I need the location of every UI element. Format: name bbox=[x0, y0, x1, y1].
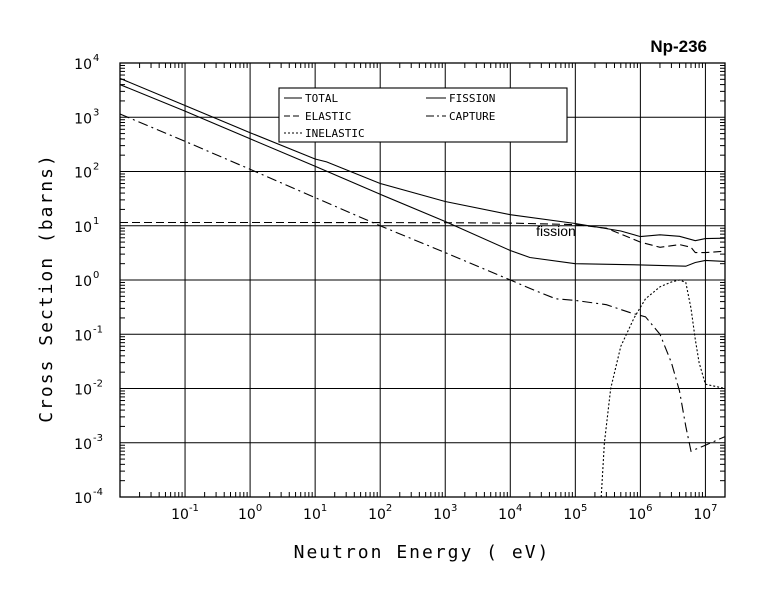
x-tick-label: 100 bbox=[238, 503, 262, 523]
y-tick-exponent: -2 bbox=[93, 379, 103, 390]
y-tick-label: 10 bbox=[74, 274, 92, 290]
series-fission-line bbox=[119, 84, 726, 267]
series-inelastic-line bbox=[600, 279, 726, 498]
x-tick-label: 103 bbox=[433, 503, 457, 523]
y-tick-label: 10 bbox=[74, 57, 92, 73]
x-tick-label: 101 bbox=[303, 503, 327, 523]
y-tick-label: 10 bbox=[74, 383, 92, 399]
ticks-layer: 10-1 100 101 102 103 104 105 106 10710-410-310-2… bbox=[74, 53, 725, 523]
y-tick-exponent: 1 bbox=[93, 216, 99, 227]
x-tick-label: 10-1 bbox=[171, 503, 199, 523]
fission-annotation: fission bbox=[536, 223, 576, 239]
x-tick-label: 104 bbox=[498, 503, 522, 523]
y-tick-label: 10 bbox=[74, 111, 92, 127]
legend: TOTAL ELASTIC INELASTIC FISSION CAPTURE bbox=[278, 87, 568, 143]
legend-label-inelastic: INELASTIC bbox=[305, 127, 365, 140]
legend-label-elastic: ELASTIC bbox=[305, 110, 351, 123]
series-total-line bbox=[119, 77, 726, 242]
y-tick-exponent: 4 bbox=[93, 53, 99, 64]
y-tick-exponent: -3 bbox=[93, 433, 103, 444]
y-tick-label: 10 bbox=[74, 437, 92, 453]
y-tick-exponent: 0 bbox=[93, 270, 99, 281]
x-axis-title: Neutron Energy ( eV) bbox=[294, 542, 551, 563]
plot-frame bbox=[119, 62, 726, 498]
legend-label-fission: FISSION bbox=[449, 92, 495, 105]
series-elastic-line bbox=[120, 221, 726, 254]
x-tick-label: 106 bbox=[628, 503, 652, 523]
x-tick-label: 107 bbox=[693, 503, 717, 523]
y-tick-exponent: 2 bbox=[93, 162, 99, 173]
y-tick-label: 10 bbox=[74, 220, 92, 236]
series-layer bbox=[119, 77, 726, 498]
x-tick-label: 105 bbox=[563, 503, 587, 523]
y-tick-label: 10 bbox=[74, 491, 92, 507]
legend-box bbox=[278, 87, 568, 143]
series-capture-line bbox=[119, 113, 726, 452]
y-tick-exponent: -4 bbox=[93, 487, 103, 498]
y-tick-label: 10 bbox=[74, 328, 92, 344]
legend-label-total: TOTAL bbox=[305, 92, 338, 105]
chart-title: Np-236 bbox=[650, 37, 707, 56]
y-tick-label: 10 bbox=[74, 166, 92, 182]
x-tick-label: 102 bbox=[368, 503, 392, 523]
legend-label-capture: CAPTURE bbox=[449, 110, 495, 123]
y-axis-title: Cross Section (barns) bbox=[36, 153, 57, 423]
y-tick-exponent: -1 bbox=[93, 324, 103, 335]
y-tick-exponent: 3 bbox=[93, 107, 99, 118]
